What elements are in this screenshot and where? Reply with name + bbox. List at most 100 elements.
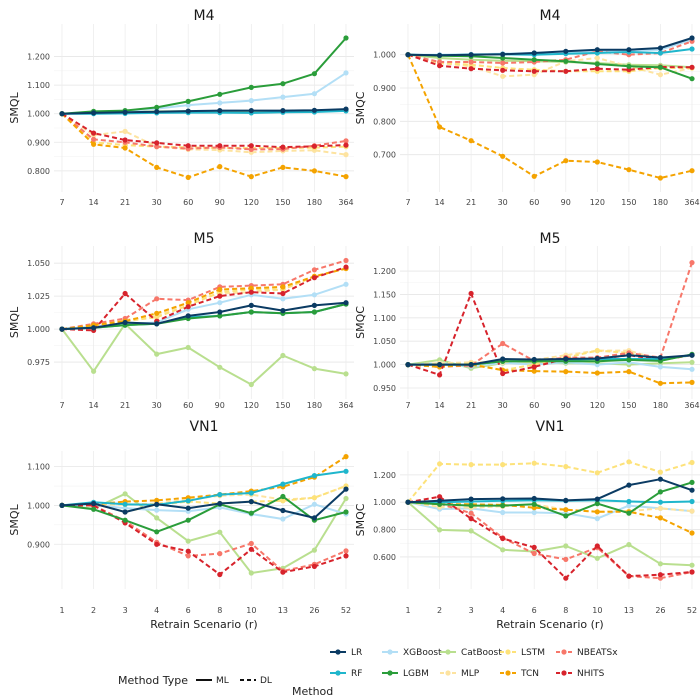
legend: Method Type ML DL Method LR XGBoost CatBoo… — [118, 648, 618, 698]
data-point — [594, 159, 600, 165]
data-point — [280, 94, 286, 100]
x-axis-label: Retrain Scenario (r) — [496, 618, 603, 631]
data-point — [594, 543, 600, 549]
data-point — [280, 498, 286, 504]
data-point — [311, 168, 317, 174]
plot-background — [54, 24, 354, 192]
data-point — [594, 348, 600, 354]
y-axis-label: SMQL — [8, 92, 21, 124]
data-point — [689, 260, 695, 266]
data-point — [689, 64, 695, 70]
series-line-lstm — [61, 112, 347, 149]
y-tick-label: 1.050 — [373, 337, 396, 346]
data-point — [280, 81, 286, 87]
data-point — [563, 543, 569, 549]
series-line-lstm — [407, 53, 692, 73]
data-point — [343, 106, 349, 112]
panel-5: 0.900 1.000 1.100 1 2 3 4 6 8 10 13 26 52 VN1 SMQL Retr… — [8, 419, 354, 631]
data-point — [154, 140, 160, 146]
panel-title: VN1 — [536, 419, 565, 435]
x-tick-label: 2 — [91, 606, 96, 615]
data-point — [437, 372, 443, 378]
data-point — [122, 109, 128, 115]
data-point — [311, 302, 317, 308]
data-point — [343, 495, 349, 502]
panel-title: M4 — [194, 8, 215, 24]
y-axis-label: SMQL — [8, 306, 21, 338]
x-tick-label: 364 — [684, 401, 699, 410]
data-point — [248, 146, 254, 152]
data-point — [91, 500, 97, 507]
series-line-tcn — [61, 112, 347, 179]
series-lgbm — [59, 35, 349, 117]
data-point — [122, 319, 128, 326]
data-point — [248, 540, 254, 547]
data-point — [626, 503, 632, 509]
data-point — [185, 517, 191, 523]
data-point — [626, 510, 632, 516]
y-tick-label: 1.100 — [27, 81, 50, 90]
data-point — [185, 174, 191, 180]
data-point — [437, 527, 443, 533]
x-tick-label: 150 — [621, 198, 636, 207]
data-point — [343, 468, 349, 474]
data-point — [154, 529, 160, 535]
series-line-nbeatsx — [61, 112, 347, 151]
data-point — [154, 310, 160, 316]
data-point — [343, 257, 349, 264]
data-point — [500, 535, 506, 542]
data-point — [626, 167, 632, 173]
data-point — [154, 501, 160, 507]
x-axis-label: Retrain Scenario (r) — [150, 618, 257, 631]
data-point — [311, 495, 317, 501]
y-tick-label: 1.200 — [373, 267, 396, 276]
data-point — [689, 366, 695, 372]
x-tick-label: 90 — [561, 401, 571, 410]
data-point — [248, 289, 254, 295]
data-point — [217, 300, 223, 306]
x-tick-label: 3 — [123, 606, 128, 615]
data-point — [185, 300, 191, 306]
data-point — [563, 507, 569, 513]
data-point — [563, 68, 569, 74]
data-point — [343, 300, 349, 306]
data-point — [122, 145, 128, 151]
data-point — [217, 143, 223, 149]
data-point — [500, 503, 506, 509]
data-point — [689, 76, 695, 82]
x-tick-label: 180 — [653, 401, 668, 410]
x-tick-label: 90 — [215, 401, 225, 410]
series-nhits — [59, 111, 349, 150]
legend-swatch-point — [335, 649, 341, 655]
x-tick-label: 13 — [278, 606, 288, 615]
series-line-tcn — [407, 54, 693, 179]
data-point — [185, 505, 191, 511]
data-point — [563, 369, 569, 375]
data-point — [122, 137, 128, 143]
data-point — [689, 352, 695, 358]
data-point — [531, 50, 537, 56]
x-tick-label: 10 — [592, 606, 602, 615]
data-point — [248, 143, 254, 149]
data-point — [280, 144, 286, 150]
legend-ml-label: ML — [216, 676, 229, 686]
data-point — [185, 538, 191, 544]
data-point — [626, 542, 632, 548]
data-point — [311, 501, 317, 507]
legend-item-mlp: MLP — [440, 669, 480, 679]
data-point — [248, 302, 254, 308]
panel-1: 0.800 0.900 1.000 1.100 1.200 7 14 21 30 60 90 120 1… — [8, 8, 354, 207]
data-point — [500, 153, 506, 159]
data-point — [154, 515, 160, 521]
data-point — [468, 496, 474, 502]
data-point — [217, 500, 223, 507]
data-point — [405, 52, 411, 58]
data-point — [311, 143, 317, 149]
x-tick-label: 90 — [215, 198, 225, 207]
data-point — [217, 100, 223, 106]
data-point — [217, 286, 223, 293]
series-line-nhits — [407, 292, 693, 376]
data-point — [657, 72, 664, 78]
x-tick-label: 60 — [529, 198, 539, 207]
data-point — [531, 544, 537, 551]
